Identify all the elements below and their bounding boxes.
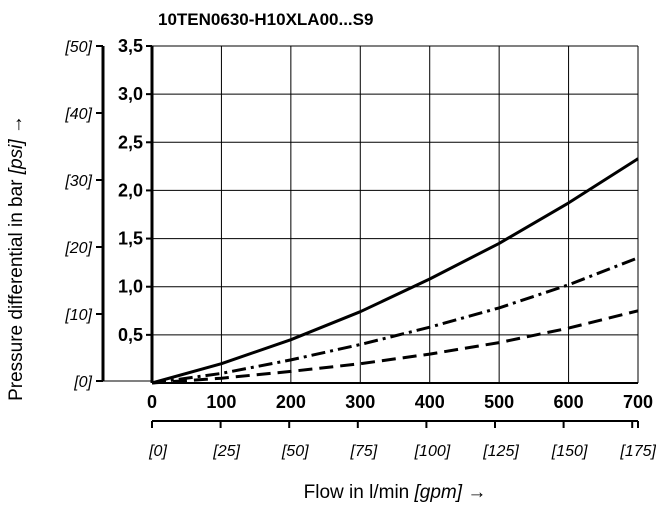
secondary-x-tick-label: [100]	[414, 443, 451, 460]
y-axis-label-text: Pressure differential in bar	[6, 174, 27, 401]
x-axis-label-unit: [gpm]	[414, 482, 463, 503]
y-tick-label: 1,0	[118, 277, 143, 297]
grid	[152, 45, 639, 383]
secondary-x-tick-label: [175]	[619, 443, 656, 460]
chart-title: 10TEN0630-H10XLA00...S9	[158, 10, 373, 29]
secondary-y-tick-label: [40]	[64, 106, 92, 123]
secondary-y-tick-label: [0]	[73, 374, 92, 391]
x-tick-label: 0	[147, 392, 157, 412]
x-axis-label-arrow: →	[462, 482, 486, 503]
y-axis-label-arrow: →	[6, 115, 27, 139]
secondary-y-tick-label: [30]	[64, 173, 92, 190]
series-line-solid	[151, 157, 639, 385]
secondary-x-tick-label: [125]	[482, 443, 519, 460]
series-line-dash-dot	[151, 256, 639, 385]
series-group	[151, 157, 639, 385]
x-tick-label: 600	[554, 392, 584, 412]
x-tick-label: 400	[415, 392, 445, 412]
secondary-y-tick-label: [20]	[64, 240, 92, 257]
secondary-x-tick-label: [150]	[551, 443, 588, 460]
secondary-x-tick-label: [75]	[349, 443, 377, 460]
x-tick-label: 200	[276, 392, 306, 412]
series-line-dashed	[151, 309, 639, 385]
x-tick-label: 700	[623, 392, 653, 412]
x-tick-label: 300	[345, 392, 375, 412]
secondary-y-tick-label: [10]	[64, 307, 92, 324]
y-tick-label: 2,5	[118, 132, 143, 152]
y-tick-label: 3,0	[118, 84, 143, 104]
x-axis-label: Flow in l/min [gpm] →	[304, 482, 487, 503]
tick-labels: 3,5 3,0 2,5 2,0 1,5 1,0 0,5 0 100 200 300 400 500 600…	[64, 36, 656, 460]
y-tick-label: 3,5	[118, 36, 143, 56]
secondary-y-tick-label: [50]	[64, 39, 92, 56]
y-tick-label: 2,0	[118, 180, 143, 200]
x-tick-label: 500	[484, 392, 514, 412]
secondary-x-tick-label: [50]	[281, 443, 309, 460]
secondary-x-tick-label: [0]	[148, 443, 167, 460]
secondary-x-tick-label: [25]	[212, 443, 240, 460]
axes	[96, 45, 639, 428]
x-axis-label-text: Flow in l/min	[304, 482, 415, 503]
y-axis-label: Pressure differential in bar [psi] →	[6, 115, 27, 401]
x-tick-label: 100	[206, 392, 236, 412]
y-tick-label: 0,5	[118, 325, 143, 345]
y-axis-label-unit: [psi]	[6, 139, 27, 176]
y-tick-label: 1,5	[118, 229, 143, 249]
